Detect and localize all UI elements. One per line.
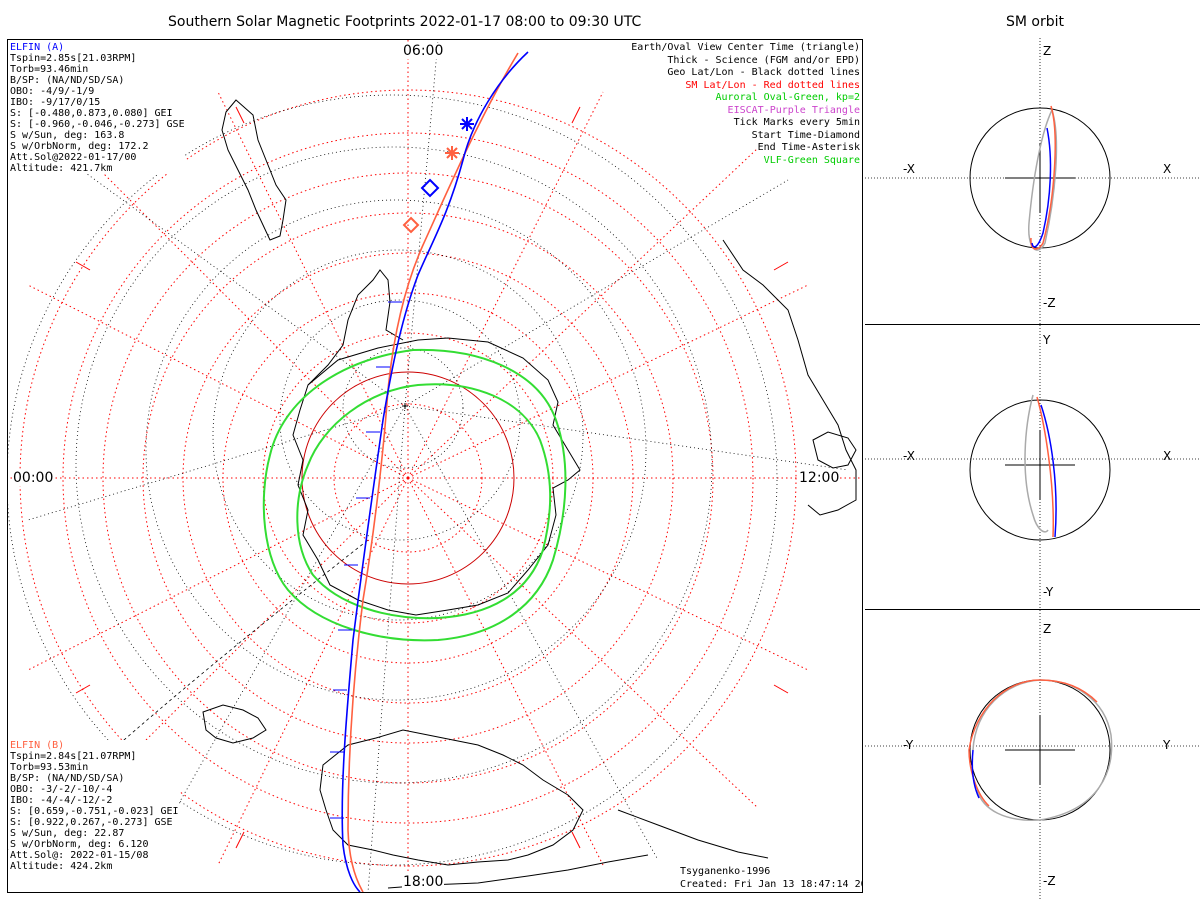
- panel3-left-label: -Y: [903, 738, 914, 752]
- auroral-oval-outer: [262, 348, 567, 642]
- elfin-b-line: IBO: -4/-4/-12/-2: [10, 795, 113, 806]
- panel3-bottom-label: -Z: [1043, 874, 1056, 888]
- elfin-a-line: Tspin=2.85s[21.03RPM]: [10, 53, 137, 64]
- legend-item-eiscat: EISCAT-Purple Triangle: [727, 104, 860, 116]
- elfin-a-line: B/SP: (NA/ND/SD/SA): [10, 75, 125, 86]
- orbit-panel-xy-svg: [865, 325, 1200, 610]
- elfin-b-track: [347, 52, 519, 892]
- elfin-b-line: Att.Sol@: 2022-01-15/08: [10, 850, 149, 861]
- legend: Earth/Oval View Center Time (triangle) T…: [540, 42, 860, 172]
- orbit-title: SM orbit: [1006, 14, 1065, 30]
- elfin-a-info: ELFIN (A) Tspin=2.85s[21.03RPM] Torb=93.…: [10, 42, 185, 174]
- elfin-b-line: S: [0.922,0.267,-0.273] GSE: [10, 817, 173, 828]
- legend-item-tick-marks: Tick Marks every 5min: [733, 117, 860, 128]
- elfin-a-line: OBO: -4/9/-1/9: [10, 86, 95, 97]
- elfin-a-ticks: [330, 301, 402, 819]
- elfin-b-line: S w/Sun, deg: 22.87: [10, 828, 125, 839]
- legend-item-auroral-oval: Auroral Oval-Green, kp=2: [715, 92, 861, 103]
- legend-item-start-time: Start Time-Diamond: [751, 129, 860, 141]
- elfin-b-start-diamond: [402, 216, 420, 234]
- elfin-a-line: IBO: -9/17/0/15: [10, 97, 101, 108]
- elfin-b-line: S w/OrbNorm, deg: 6.120: [10, 839, 149, 850]
- auroral-ovals: [262, 348, 567, 642]
- panel1-right-label: X: [1163, 162, 1172, 176]
- legend-item-vlf: VLF-Green Square: [763, 154, 860, 166]
- footprint-map: 06:00 00:00 12:00 18:00 ELFIN (A) Tspin=…: [7, 39, 863, 893]
- elfin-b-line: Tspin=2.84s[21.07RPM]: [10, 751, 137, 762]
- elfin-b-line: S: [0.659,-0.751,-0.023] GEI: [10, 806, 179, 817]
- elfin-b-line: B/SP: (NA/ND/SD/SA): [10, 773, 125, 784]
- sm-inner-circle: [301, 371, 515, 585]
- legend-item-center-time: Earth/Oval View Center Time (triangle): [631, 42, 860, 53]
- elfin-a-end-asterisk: [460, 117, 474, 131]
- clock-label-right: 12:00: [798, 470, 841, 486]
- panel2-right-label: X: [1163, 449, 1172, 463]
- continents: [202, 99, 857, 889]
- clock-label-top: 06:00: [402, 43, 445, 59]
- orbit-panel-yz: Z -Z -Y Y: [865, 609, 1200, 900]
- plot-title: Southern Solar Magnetic Footprints 2022-…: [168, 14, 642, 30]
- islands-right: [812, 431, 857, 469]
- auroral-oval-inner: [296, 383, 552, 620]
- elfin-a-line: S w/OrbNorm, deg: 172.2: [10, 141, 149, 152]
- orbit-panel-xz-svg: [865, 38, 1200, 324]
- orbit-panel-xz: Z -Z -X X: [865, 38, 1200, 324]
- elfin-b-line: Torb=93.53min: [10, 762, 89, 773]
- clock-label-bottom: 18:00: [402, 874, 445, 890]
- australia-outline: [319, 729, 584, 866]
- elfin-a-start-diamond: [420, 178, 440, 198]
- elfin-b-line: OBO: -3/-2/-10/-4: [10, 784, 113, 795]
- created-label: Created: Fri Jan 13 18:47:14 2023: [680, 879, 863, 890]
- sm-lon-lines: [8, 40, 862, 892]
- orbit-panel-yz-svg: [865, 610, 1200, 900]
- legend-item-science: Thick - Science (FGM and/or EPD): [667, 54, 860, 66]
- africa-outline: [722, 239, 857, 516]
- panel2-top-label: Y: [1043, 333, 1051, 347]
- antarctic-peninsula: [307, 269, 404, 386]
- panel1-bottom-label: -Z: [1043, 296, 1056, 310]
- geo-grid: [8, 40, 849, 892]
- polar-map-svg: [8, 40, 862, 892]
- panel2-left-label: -X: [903, 449, 915, 463]
- elfin-b-line: Altitude: 424.2km: [10, 861, 113, 872]
- south-america-outline: [221, 99, 287, 241]
- panel3-right-label: Y: [1163, 738, 1171, 752]
- elfin-a-line: S w/Sun, deg: 163.8: [10, 130, 125, 141]
- orbit-panel-xy: Y -Y -X X: [865, 324, 1200, 610]
- antarctica-outline: [292, 337, 581, 616]
- elfin-b-name: ELFIN (B): [10, 740, 65, 751]
- legend-item-end-time: End Time-Asterisk: [757, 142, 860, 153]
- legend-item-geo-grid: Geo Lat/Lon - Black dotted lines: [667, 67, 860, 78]
- panel1-left-label: -X: [903, 162, 915, 176]
- elfin-a-line: Torb=93.46min: [10, 64, 89, 75]
- new-zealand-outline: [202, 704, 267, 744]
- panel1-top-label: Z: [1043, 44, 1052, 58]
- panel3-top-label: Z: [1043, 622, 1052, 636]
- elfin-a-line: S: [-0.480,0.873,0.080] GEI: [10, 108, 173, 119]
- elfin-a-name: ELFIN (A): [10, 42, 65, 53]
- bottom-coast: [617, 809, 769, 859]
- model-label: Tsyganenko-1996: [680, 866, 771, 877]
- legend-item-sm-grid: SM Lat/Lon - Red dotted lines: [685, 79, 860, 91]
- clock-label-left: 00:00: [12, 470, 55, 486]
- elfin-a-line: S: [-0.960,-0.046,-0.273] GSE: [10, 119, 185, 130]
- sm-edge-ticks: [75, 106, 789, 849]
- elfin-a-line: Att.Sol@2022-01-17/00: [10, 152, 137, 163]
- elfin-a-track: [341, 51, 529, 892]
- elfin-b-info: ELFIN (B) Tspin=2.84s[21.07RPM] Torb=93.…: [10, 740, 179, 872]
- elfin-b-end-asterisk: [445, 146, 459, 160]
- pole-marker: [402, 403, 408, 409]
- panel2-bottom-label: -Y: [1043, 585, 1054, 599]
- elfin-a-line: Altitude: 421.7km: [10, 163, 113, 174]
